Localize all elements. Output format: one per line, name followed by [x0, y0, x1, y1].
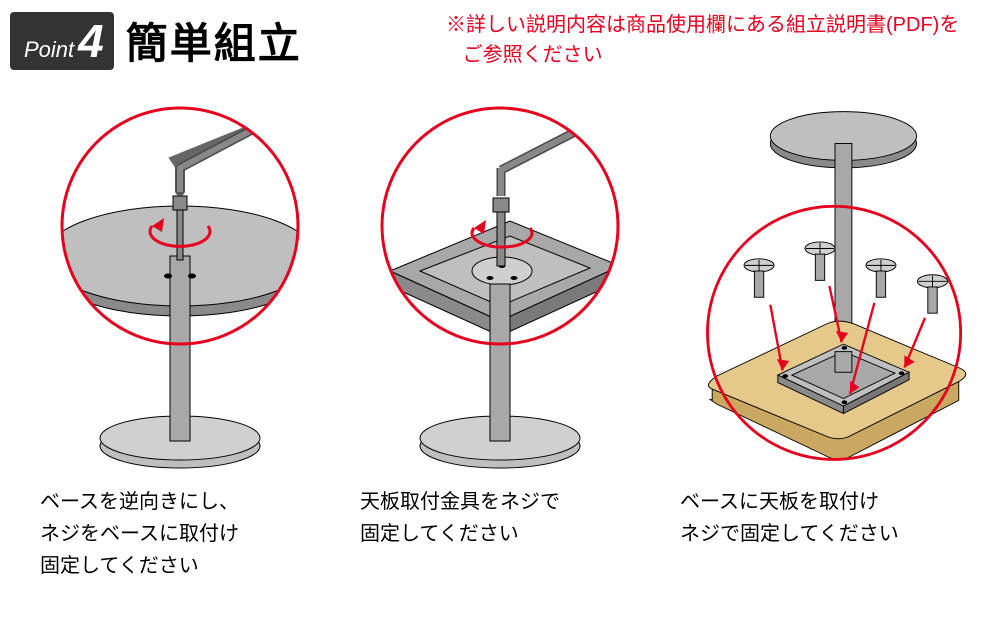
step-3-illustration [670, 96, 970, 476]
steps-row: ベースを逆向きにし、ネジをベースに取付け固定してください [0, 96, 1000, 582]
point-badge: Point 4 [10, 12, 114, 70]
step-2-caption: 天板取付金具をネジで固定してください [360, 486, 560, 550]
point-label: Point [24, 37, 74, 63]
step-1: ベースを逆向きにし、ネジをベースに取付け固定してください [30, 96, 330, 582]
step-1-illustration [30, 96, 330, 476]
step-3: ベースに天板を取付けネジで固定してください [670, 96, 970, 582]
page-title: 簡単組立 [126, 10, 302, 71]
step-2-illustration [350, 96, 650, 476]
step-3-caption: ベースに天板を取付けネジで固定してください [680, 486, 899, 550]
note: ※詳しい説明内容は商品使用欄にある組立説明書(PDF)を ご参照ください [446, 10, 959, 70]
step-1-caption: ベースを逆向きにし、ネジをベースに取付け固定してください [40, 486, 239, 582]
note-line1: ※詳しい説明内容は商品使用欄にある組立説明書(PDF)を [446, 14, 959, 36]
point-number: 4 [78, 18, 104, 64]
step-2: 天板取付金具をネジで固定してください [350, 96, 650, 582]
note-line2: ご参照ください [463, 44, 603, 66]
